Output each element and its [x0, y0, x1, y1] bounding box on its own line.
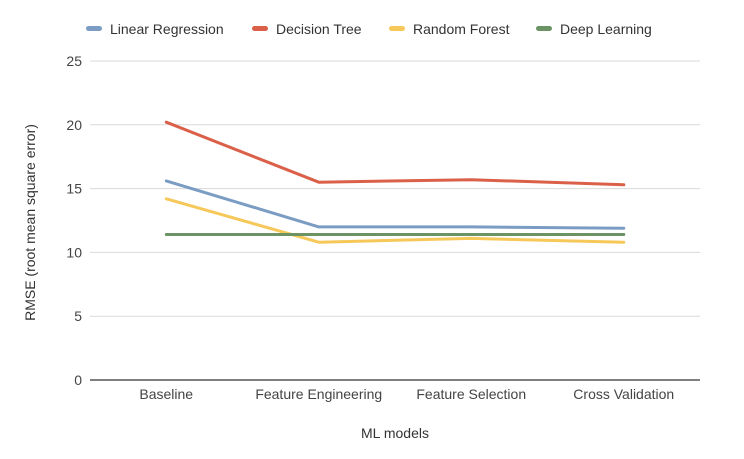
grid: [90, 60, 700, 381]
x-tick-label: Feature Selection: [416, 386, 526, 402]
series-line-random-forest: [164, 197, 626, 244]
y-axis-ticks: 0 5 10 15 20 25: [66, 53, 82, 388]
legend-swatch: [252, 26, 268, 31]
legend-item-deep-learning: Deep Learning: [536, 21, 652, 37]
x-axis-ticks: Baseline Feature Engineering Feature Selec…: [139, 386, 674, 402]
legend-swatch: [536, 26, 552, 31]
y-axis-title: RMSE (root mean square error): [22, 124, 38, 321]
series-line-decision-tree: [164, 120, 626, 187]
legend-label: Random Forest: [413, 21, 510, 37]
y-tick-label: 0: [74, 372, 82, 388]
legend-label: Decision Tree: [276, 21, 362, 37]
x-tick-label: Cross Validation: [573, 386, 674, 402]
legend-item-linear-regression: Linear Regression: [86, 21, 224, 37]
y-tick-label: 20: [66, 117, 82, 133]
series-line-linear-regression: [164, 179, 626, 230]
series-lines: [164, 120, 626, 244]
legend-swatch: [86, 26, 102, 31]
y-tick-label: 10: [66, 244, 82, 260]
x-tick-label: Feature Engineering: [255, 386, 382, 402]
legend-swatch: [389, 26, 405, 31]
y-tick-label: 25: [66, 53, 82, 69]
legend: Linear Regression Decision Tree Random For…: [86, 21, 652, 37]
legend-label: Linear Regression: [110, 21, 224, 37]
legend-item-random-forest: Random Forest: [389, 21, 510, 37]
legend-item-decision-tree: Decision Tree: [252, 21, 362, 37]
legend-label: Deep Learning: [560, 21, 652, 37]
y-tick-label: 15: [66, 181, 82, 197]
x-axis-title: ML models: [361, 425, 429, 441]
x-tick-label: Baseline: [139, 386, 193, 402]
y-tick-label: 5: [74, 308, 82, 324]
